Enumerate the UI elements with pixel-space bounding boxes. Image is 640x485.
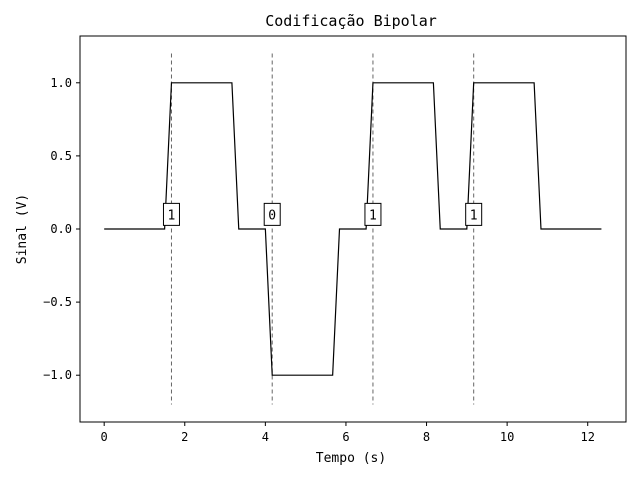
x-axis-label: Tempo (s) [316, 451, 386, 466]
signal-series-line [104, 82, 602, 376]
y-tick-label: −1.0 [43, 368, 72, 382]
y-tick-label: −0.5 [43, 295, 72, 309]
y-axis-label: Sinal (V) [15, 194, 30, 264]
x-tick-label: 8 [423, 430, 430, 444]
bit-label-box [465, 202, 483, 226]
x-tick-label: 2 [181, 430, 188, 444]
bit-label: 0 [268, 208, 276, 223]
bit-label-box [162, 202, 180, 226]
bit-label-box [263, 202, 281, 226]
y-tick-label: 1.0 [50, 76, 72, 90]
x-tick-label: 12 [580, 430, 594, 444]
bit-label: 1 [168, 208, 176, 223]
bit-label: 1 [369, 208, 377, 223]
x-tick-label: 4 [262, 430, 269, 444]
x-tick-label: 10 [500, 430, 514, 444]
chart-title: Codificação Bipolar [265, 12, 437, 30]
y-tick-label: 0.0 [50, 222, 72, 236]
y-tick-label: 0.5 [50, 149, 72, 163]
x-tick-label: 6 [342, 430, 349, 444]
bit-label: 1 [470, 208, 478, 223]
bit-label-box [364, 202, 382, 226]
x-tick-label: 0 [101, 430, 108, 444]
